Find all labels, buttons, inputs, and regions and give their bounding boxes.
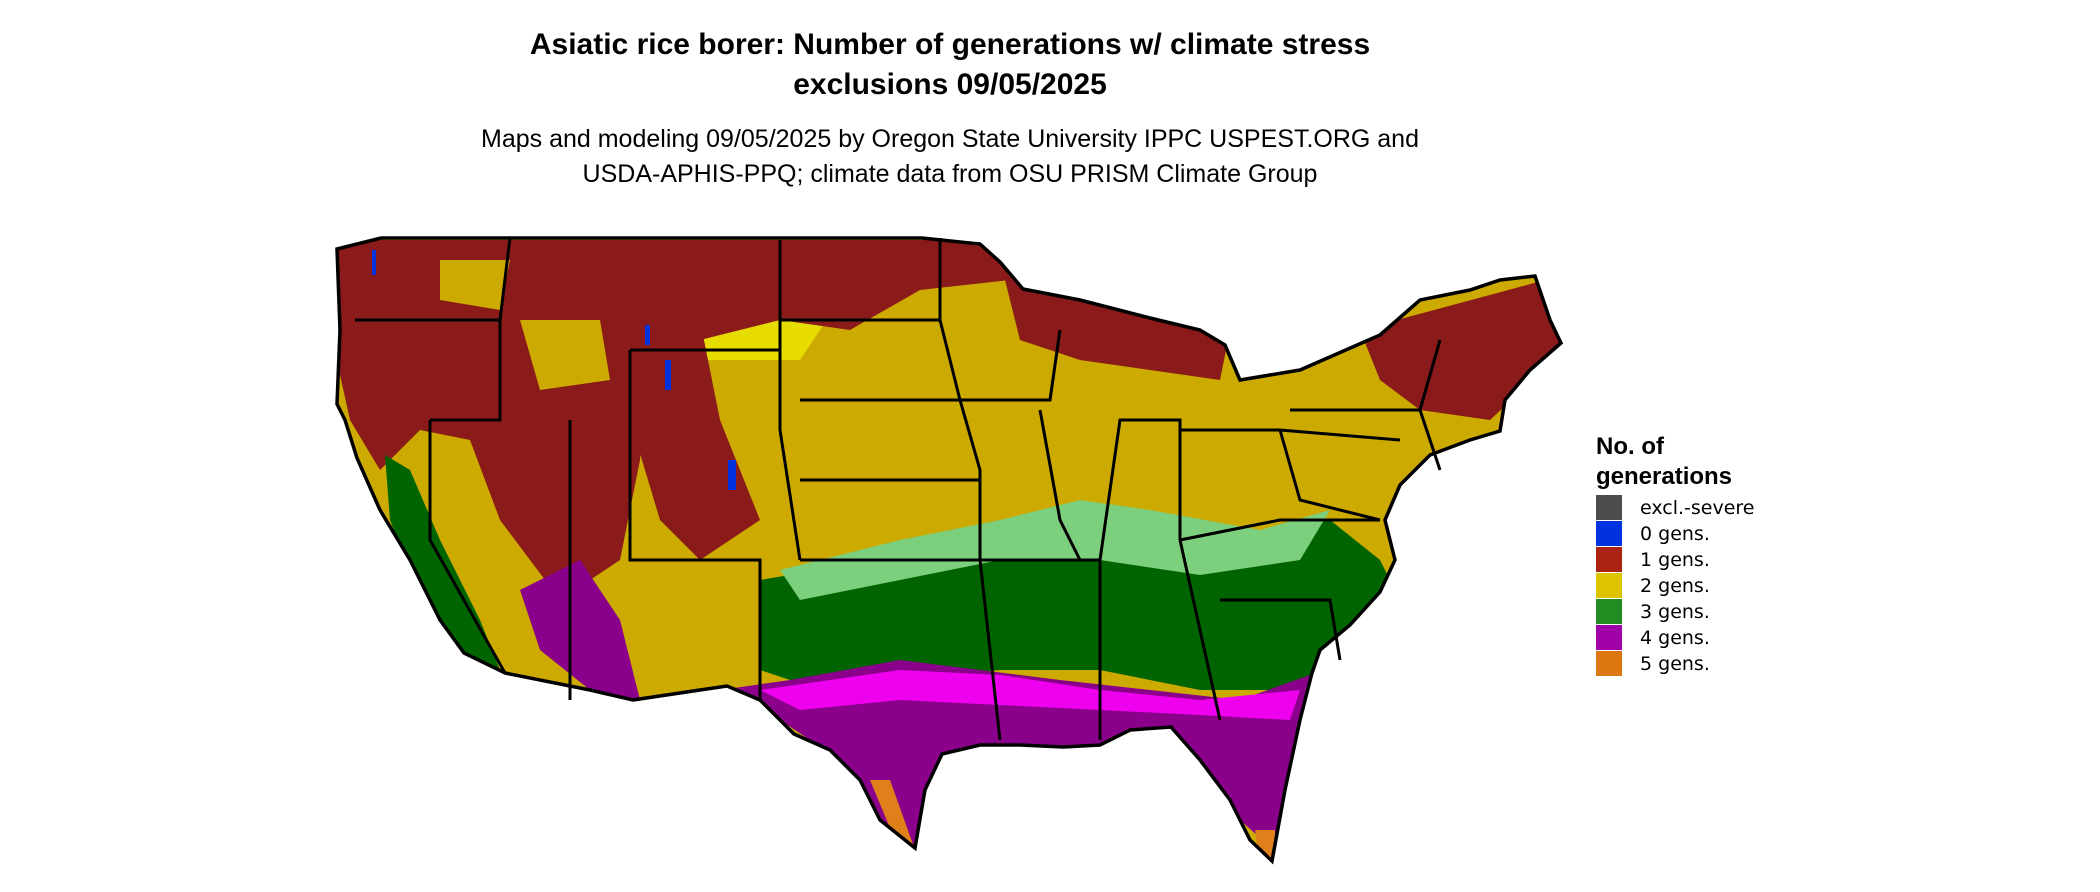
region-2-gens [440, 260, 510, 310]
region-0-gens [372, 250, 736, 490]
legend-title-line2: generations [1596, 463, 1733, 490]
subtitle-line1: Maps and modeling 09/05/2025 by Oregon S… [481, 125, 1419, 153]
legend-item: 0 gens. [1596, 521, 1710, 546]
legend-label: 5 gens. [1640, 652, 1710, 675]
legend-swatch [1596, 547, 1622, 572]
legend-item: 3 gens. [1596, 599, 1710, 624]
region-4-gens-light [760, 670, 1300, 720]
legend-swatch [1596, 495, 1622, 520]
region-1-gen-north [620, 240, 1010, 340]
legend-label: 3 gens. [1640, 600, 1710, 623]
state-boundaries [355, 237, 1442, 741]
legend-item: 5 gens. [1596, 651, 1710, 676]
region-4-gens-arizona [520, 560, 640, 700]
legend-item: 1 gens. [1596, 547, 1710, 572]
legend-title-line1: No. of [1596, 433, 1664, 460]
legend-label: excl.-severe [1640, 496, 1755, 519]
legend-swatch [1596, 599, 1622, 624]
map-title-line2: exclusions 09/05/2025 [793, 68, 1107, 101]
map-title-line1: Asiatic rice borer: Number of generation… [529, 28, 1371, 61]
subtitle-line2: USDA-APHIS-PPQ; climate data from OSU PR… [582, 160, 1318, 188]
legend-swatch [1596, 521, 1622, 546]
region-5-gens-texas [870, 780, 915, 850]
region-3-gens-light [780, 500, 1330, 600]
legend-title: No. of generations [1596, 432, 1732, 492]
legend-swatch [1596, 651, 1622, 676]
region-2-gens [520, 320, 610, 390]
region-1-gen-colorado [630, 320, 760, 560]
legend-label: 2 gens. [1640, 574, 1710, 597]
legend-label: 1 gens. [1640, 548, 1710, 571]
legend-item: excl.-severe [1596, 495, 1755, 520]
legend-swatch [1596, 573, 1622, 598]
legend-item: 4 gens. [1596, 625, 1710, 650]
legend-label: 0 gens. [1640, 522, 1710, 545]
region-5-gens-florida [1255, 830, 1275, 861]
legend-swatch [1596, 625, 1622, 650]
legend-label: 4 gens. [1640, 626, 1710, 649]
region-1-gen-northeast [1360, 276, 1561, 420]
legend-item: 2 gens. [1596, 573, 1710, 598]
